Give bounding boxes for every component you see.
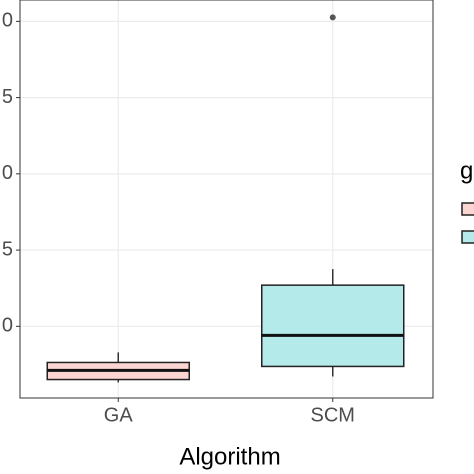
y-tick-label: 5 [2, 238, 13, 260]
outlier [329, 14, 336, 21]
legend-key [461, 202, 474, 216]
x-tick-label: GA [104, 404, 134, 426]
legend-title: g [460, 157, 473, 184]
x-tick-label: SCM [311, 404, 355, 426]
x-axis-title: Algorithm [179, 443, 280, 470]
legend-key [461, 230, 474, 244]
panel-border [19, 0, 434, 399]
y-tick-label: 0 [2, 10, 13, 32]
y-tick-label: 0 [2, 162, 13, 184]
box [261, 284, 405, 368]
y-tick-label: 0 [2, 315, 13, 337]
y-tick-label: 5 [2, 86, 13, 108]
